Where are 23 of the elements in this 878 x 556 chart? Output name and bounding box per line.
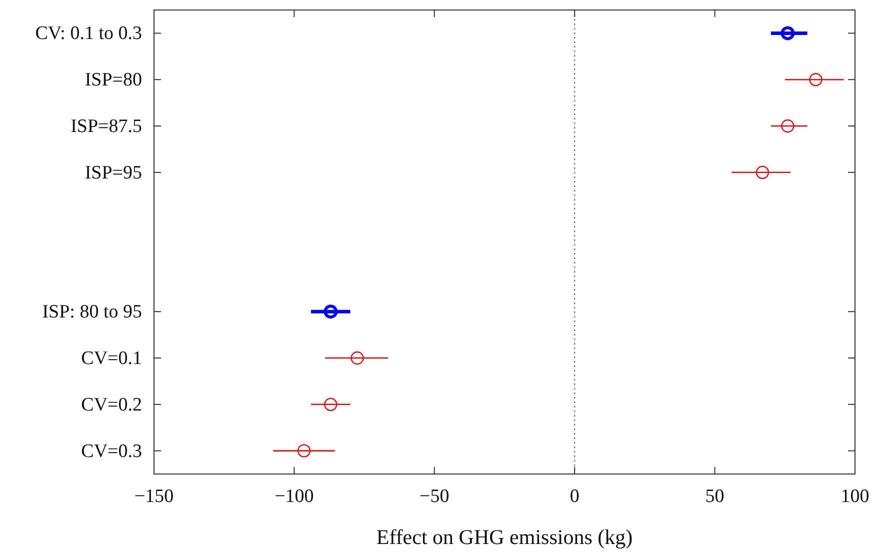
point [324, 398, 338, 411]
point [780, 26, 795, 40]
x-tick-label: 100 [840, 486, 870, 507]
point [350, 351, 364, 365]
y-tick-label: ISP=95 [84, 162, 142, 184]
y-tick-label: ISP: 80 to 95 [42, 302, 142, 323]
y-tick-label: CV=0.1 [81, 348, 142, 369]
y-tick-label: ISP=80 [84, 70, 142, 91]
point [809, 73, 822, 86]
x-tick-label: −100 [274, 486, 314, 507]
point [324, 304, 338, 319]
point [756, 166, 770, 179]
x-tick-label: 0 [570, 486, 580, 507]
x-tick-label: −50 [420, 486, 450, 507]
y-tick-label: ISP=87.5 [70, 116, 142, 137]
x-axis-title: Effect on GHG emissions (kg) [376, 525, 633, 549]
point [781, 119, 794, 133]
y-tick-label: CV=0.3 [81, 440, 142, 462]
y-tick-label: CV: 0.1 to 0.3 [35, 23, 142, 44]
y-tick-label: CV=0.2 [81, 394, 142, 416]
point [297, 444, 311, 458]
x-tick-label: 50 [705, 486, 724, 507]
x-tick-label: −150 [134, 486, 174, 507]
